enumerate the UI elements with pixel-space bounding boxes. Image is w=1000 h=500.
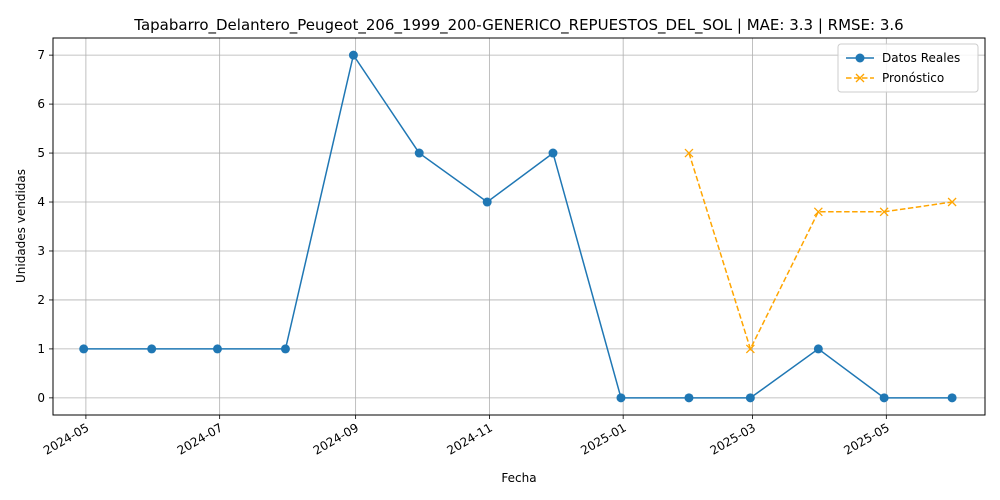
- data-point: [879, 393, 889, 403]
- forecast-point: [745, 344, 755, 354]
- y-tick-label: 5: [37, 146, 45, 160]
- data-point: [947, 393, 957, 403]
- data-point: [280, 344, 290, 354]
- data-point: [616, 393, 626, 403]
- plot-series: [79, 50, 957, 403]
- data-point: [684, 393, 694, 403]
- data-point: [482, 197, 492, 207]
- y-tick-label: 6: [37, 97, 45, 111]
- data-point: [745, 393, 755, 403]
- data-point: [212, 344, 222, 354]
- plot-frame: [52, 37, 986, 416]
- data-point: [147, 344, 157, 354]
- data-point: [813, 344, 823, 354]
- chart-title: Tapabarro_Delantero_Peugeot_206_1999_200…: [133, 16, 903, 35]
- y-tick-label: 2: [37, 293, 45, 307]
- data-point: [79, 344, 89, 354]
- legend-label: Pronóstico: [882, 71, 944, 85]
- y-tick-label: 4: [37, 195, 45, 209]
- legend-box: [837, 43, 979, 93]
- y-tick-label: 3: [37, 244, 45, 258]
- series-line-0: [83, 53, 953, 399]
- data-point: [548, 148, 558, 158]
- y-axis-title: Unidades vendidas: [14, 169, 28, 283]
- grid: [53, 38, 985, 415]
- y-tick-label: 7: [37, 48, 45, 62]
- forecast-point: [813, 207, 823, 217]
- legend-label: Datos Reales: [882, 51, 960, 65]
- legend-marker: [855, 73, 865, 83]
- y-tick-label: 0: [37, 391, 45, 405]
- forecast-point: [879, 207, 889, 217]
- legend: Datos Reales Pronóstico: [837, 43, 979, 93]
- forecast-point: [684, 148, 694, 158]
- data-point: [414, 148, 424, 158]
- forecast-point: [947, 197, 957, 207]
- legend-marker: [855, 53, 865, 63]
- data-point: [348, 50, 358, 60]
- series-line-1: [688, 152, 953, 351]
- x-axis-title: Fecha: [501, 471, 536, 485]
- y-tick-label: 1: [37, 342, 45, 356]
